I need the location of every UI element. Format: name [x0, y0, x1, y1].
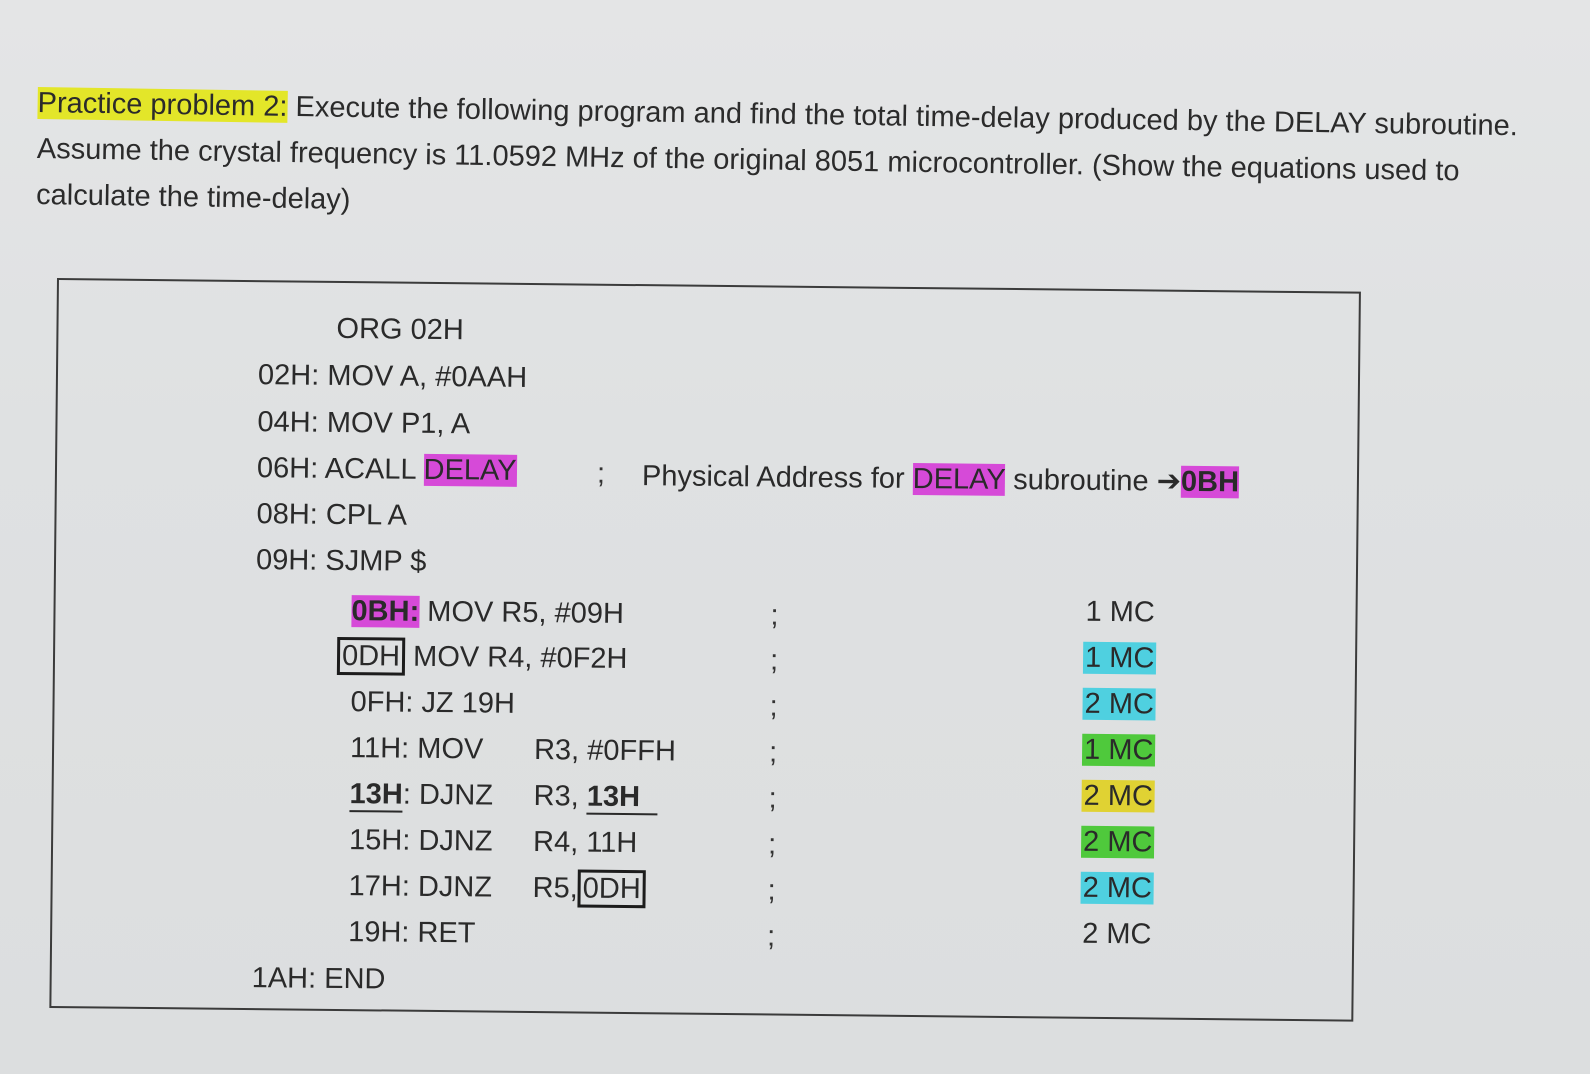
comment-semicolon: ; — [769, 644, 779, 677]
comment-semicolon: ; — [596, 457, 606, 490]
code-line-15h-op: 15H: DJNZ — [348, 824, 493, 858]
code-line-1ah: 1AH: END — [251, 962, 386, 996]
machine-cycles-11h: 1 MC — [1081, 733, 1156, 768]
address-13h-underlined: 13H — [349, 778, 403, 813]
comment-semicolon: ; — [769, 690, 778, 723]
comment-semicolon: ; — [766, 920, 776, 953]
machine-cycles-15h: 2 MC — [1080, 825, 1155, 860]
comment-tail: subroutine — [1005, 463, 1157, 498]
code-line-0dh-instr: MOV R4, #0F2H — [404, 640, 628, 675]
machine-cycles-0dh: 1 MC — [1082, 641, 1157, 676]
code-line-04h: 04H: MOV P1, A — [257, 406, 471, 441]
code-line-0fh: 0FH: JZ 19H — [350, 686, 516, 720]
cycle-value: 2 MC — [1081, 779, 1156, 813]
code-line-11h: 11H: MOV R3, #0FFH — [350, 732, 676, 768]
problem-statement: Practice problem 2: Execute the followin… — [36, 80, 1538, 242]
cycle-value: 2 MC — [1080, 825, 1155, 859]
address-0bh-highlight: 0BH: — [351, 595, 420, 628]
code-line-08h: 08H: CPL A — [256, 498, 408, 532]
code-line-11h-args: R3, #0FFH — [533, 734, 677, 768]
comment-delay-highlight: DELAY — [912, 462, 1006, 496]
code-line-02h: 02H: MOV A, #0AAH — [257, 359, 528, 394]
comment-semicolon: ; — [768, 736, 778, 769]
code-listing-box: ORG 02H 02H: MOV A, #0AAH 04H: MOV P1, A… — [49, 278, 1361, 1022]
comment-semicolon: ; — [767, 874, 776, 907]
code-line-15h: 15H: DJNZ R4, 11H — [349, 824, 638, 860]
delay-label-highlight: DELAY — [423, 453, 517, 487]
cycle-value: 2 MC — [1082, 687, 1157, 721]
machine-cycles-13h: 2 MC — [1081, 779, 1156, 814]
code-line-06h-prefix: 06H: ACALL — [256, 452, 424, 486]
org-directive: ORG 02H — [336, 312, 464, 347]
comment-address-highlight: 0BH — [1180, 465, 1240, 499]
code-line-17h-op: 17H: DJNZ — [348, 870, 493, 904]
problem-label: Practice problem 2: — [37, 86, 288, 123]
address-0dh-box: 0DH — [336, 636, 406, 676]
code-line-06h: 06H: ACALL DELAY — [257, 452, 517, 488]
code-line-09h: 09H: SJMP $ — [255, 544, 427, 578]
comment-semicolon: ; — [767, 828, 777, 861]
code-line-17h: 17H: DJNZ R5, 0DH — [348, 869, 646, 909]
cycle-value: 2 MC — [1082, 917, 1152, 951]
cycle-value: 1 MC — [1082, 641, 1157, 675]
machine-cycles-19h: 2 MC — [1080, 918, 1154, 952]
cycle-value: 1 MC — [1085, 595, 1156, 629]
comment-physical-address: Physical Address for DELAY subroutine ➔0… — [641, 458, 1240, 499]
code-line-13h: 13H: DJNZ R3, 13H — [349, 778, 659, 816]
code-line-19h: 19H: RET — [347, 916, 476, 950]
code-line-0dh: 0DH MOV R4, #0F2H — [336, 636, 628, 676]
cycle-value: 1 MC — [1081, 733, 1156, 767]
target-0dh-box: 0DH — [577, 869, 646, 909]
right-arrow-icon: ➔ — [1156, 465, 1182, 498]
cycle-value: 2 MC — [1080, 871, 1155, 905]
code-line-0bh: 0BH: MOV R5, #09H — [351, 595, 624, 631]
target-13h-underlined: 13H — [586, 780, 659, 816]
comment-semicolon: ; — [768, 782, 777, 815]
code-line-15h-args: R4, 11H — [532, 826, 638, 860]
comment-text: Physical Address for — [641, 460, 913, 495]
code-line-11h-op: 11H: MOV — [349, 732, 484, 766]
code-line-13h-op: : DJNZ — [402, 778, 494, 812]
code-line-13h-args: R3, — [533, 780, 587, 813]
machine-cycles-0fh: 2 MC — [1082, 687, 1157, 722]
code-line-0bh-instr: MOV R5, #09H — [419, 595, 625, 630]
machine-cycles-0bh: 1 MC — [1083, 596, 1157, 630]
code-line-17h-args: R5, — [532, 872, 578, 905]
machine-cycles-17h: 2 MC — [1080, 871, 1155, 906]
comment-semicolon: ; — [770, 599, 779, 632]
